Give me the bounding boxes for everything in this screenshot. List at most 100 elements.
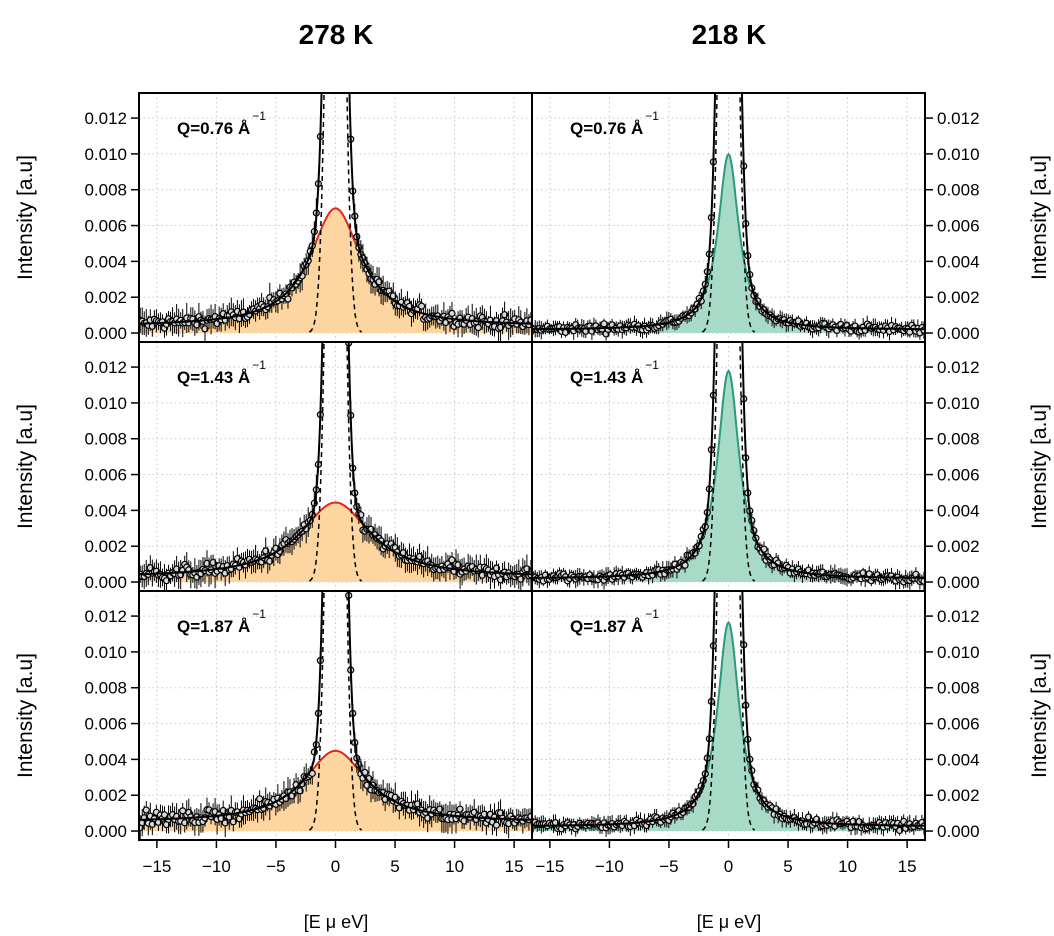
data-point: [209, 558, 217, 567]
y-tick-label-3: 0.006: [84, 715, 127, 734]
qens-area: [532, 622, 925, 832]
data-point: [219, 806, 227, 815]
y-tick-label-5: 0.010: [937, 643, 980, 662]
data-point: [448, 556, 456, 564]
q-unit: Å: [238, 119, 250, 138]
data-point: [492, 821, 501, 829]
x-tick-label-6: 15: [898, 857, 917, 876]
data-point: [413, 800, 422, 808]
y-tick-label-5: 0.010: [84, 394, 127, 413]
y-tick-label-1: 0.002: [937, 288, 980, 307]
y-axis-label: Intensity [a.u]: [14, 653, 37, 778]
y-tick-label-2: 0.004: [84, 252, 127, 271]
data-point: [733, 100, 739, 106]
x-axis-label-right: [E μ eV]: [697, 912, 761, 932]
data-point: [436, 805, 444, 813]
total-fit-line: [139, 342, 532, 576]
panel-plot-area: [532, 342, 925, 591]
panel-plot-area: [532, 70, 925, 342]
x-tick-label-5: 10: [445, 857, 464, 876]
column-title-278k: 278 K: [299, 19, 374, 50]
data-point: [325, 181, 331, 187]
y-tick-label-4: 0.008: [84, 679, 127, 698]
data-point: [523, 565, 531, 573]
q-label: Q=1.87 Å−1: [570, 607, 659, 636]
y-tick-label-0: 0.000: [84, 822, 127, 841]
data-point: [474, 324, 482, 332]
qens-area: [532, 154, 925, 334]
elastic-line: [308, 591, 363, 831]
data-point: [142, 806, 150, 814]
panel-plot-area: [139, 181, 532, 840]
data-point: [256, 795, 264, 803]
data-point: [395, 804, 403, 812]
y-tick-label-6: 0.012: [937, 109, 980, 128]
data-point: [221, 819, 229, 827]
x-tick-label-1: −10: [595, 857, 624, 876]
y-tick-label-6: 0.012: [84, 607, 127, 626]
q-value: Q=0.76: [177, 119, 238, 138]
data-point: [496, 323, 505, 332]
panel-plot-area: [532, 100, 925, 840]
data-point: [712, 70, 718, 76]
x-tick-label-0: −15: [142, 857, 171, 876]
y-tick-label-4: 0.008: [937, 430, 980, 449]
y-tick-label-0: 0.000: [937, 573, 980, 592]
x-tick-label-3: 0: [724, 857, 733, 876]
x-tick-label-4: 5: [390, 857, 399, 876]
data-point: [501, 311, 509, 319]
y-tick-label-1: 0.002: [84, 537, 127, 556]
data-point: [517, 575, 525, 583]
y-tick-label-5: 0.010: [84, 643, 127, 662]
y-axis-label: Intensity [a.u]: [14, 404, 37, 529]
q-exponent: −1: [252, 109, 266, 123]
elastic-line: [308, 93, 363, 333]
x-tick-label-0: −15: [535, 857, 564, 876]
elastic-line: [308, 342, 363, 582]
data-point: [418, 302, 426, 310]
y-tick-label-6: 0.012: [84, 109, 127, 128]
x-axis-label-left: [E μ eV]: [304, 912, 368, 932]
x-tick-label-3: 0: [331, 857, 340, 876]
data-point: [600, 320, 608, 328]
panel-2: Q=0.76 Å−1 0.000 0.002 0.004 0.006 0.008 0.010…: [531, 70, 1051, 343]
data-point: [527, 316, 532, 324]
q-exponent: −1: [645, 358, 659, 372]
y-tick-label-1: 0.002: [84, 786, 127, 805]
data-point: [460, 817, 468, 825]
data-point: [229, 818, 237, 826]
y-tick-label-0: 0.000: [84, 573, 127, 592]
panel-grid: Q=0.76 Å−10.0000.0020.0040.0060.0080.010…: [14, 58, 1051, 876]
y-tick-label-1: 0.002: [937, 537, 980, 556]
q-label: Q=0.76 Å−1: [570, 109, 659, 138]
data-point: [162, 577, 171, 585]
q-unit: Å: [631, 368, 643, 387]
y-tick-label-1: 0.002: [84, 288, 127, 307]
y-tick-label-0: 0.000: [84, 324, 127, 343]
data-point: [319, 58, 325, 64]
x-tick-label-5: 10: [838, 857, 857, 876]
y-tick-label-2: 0.004: [84, 501, 127, 520]
data-point: [344, 485, 350, 491]
panel-plot-area: [139, 342, 532, 591]
x-tick-label-6: 15: [505, 857, 524, 876]
q-exponent: −1: [252, 358, 266, 372]
column-title-218k: 218 K: [692, 19, 767, 50]
y-tick-label-3: 0.006: [937, 217, 980, 236]
data-point: [284, 295, 292, 303]
data-point: [262, 547, 270, 555]
y-tick-label-3: 0.006: [84, 217, 127, 236]
y-tick-label-3: 0.006: [84, 466, 127, 485]
y-tick-label-5: 0.010: [937, 145, 980, 164]
panel-6: Q=1.87 Å−10.0000.0020.0040.0060.0080.010…: [531, 100, 1051, 876]
y-tick-label-0: 0.000: [937, 822, 980, 841]
data-point: [415, 552, 424, 561]
qens-area: [532, 371, 925, 583]
q-value: Q=0.76: [570, 119, 631, 138]
data-point: [389, 292, 397, 300]
y-tick-label-4: 0.008: [84, 430, 127, 449]
q-unit: Å: [238, 617, 250, 636]
x-tick-label-2: −5: [659, 857, 678, 876]
y-tick-label-5: 0.010: [937, 394, 980, 413]
